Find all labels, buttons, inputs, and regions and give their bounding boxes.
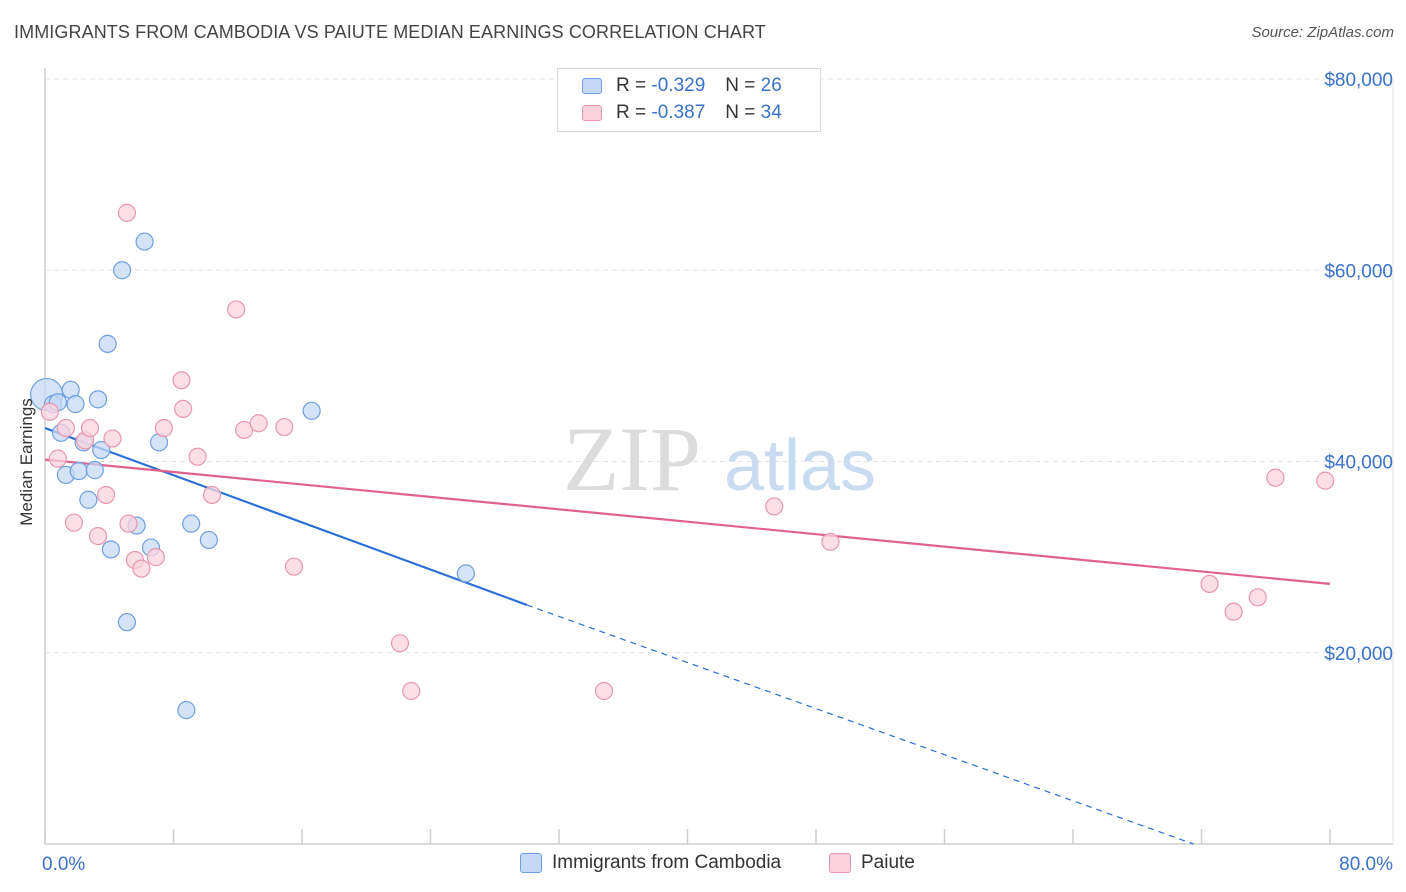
data-point xyxy=(188,447,207,466)
legend-row-cambodia: R = -0.329 N = 26 xyxy=(582,74,782,98)
source-label: Source: ZipAtlas.com xyxy=(1251,24,1394,41)
data-point xyxy=(199,530,218,550)
data-point xyxy=(88,390,108,409)
data-point xyxy=(56,418,75,438)
axes xyxy=(44,68,1393,845)
legend-r-value: -0.329 xyxy=(651,75,706,96)
data-point xyxy=(177,701,196,720)
bottom-legend-cambodia: Immigrants from Cambodia xyxy=(520,852,781,874)
data-point xyxy=(103,429,122,448)
legend-row-paiute: R = -0.387 N = 34 xyxy=(582,101,782,125)
data-point xyxy=(66,395,85,414)
data-point xyxy=(135,232,154,251)
data-point xyxy=(1200,574,1219,594)
y-tick-label: $40,000 xyxy=(1324,453,1393,474)
x-tick-labels: 0.0% 80.0% xyxy=(42,854,1393,875)
legend-swatch-paiute xyxy=(582,105,602,121)
legend-n-label: N = xyxy=(725,75,756,96)
data-point xyxy=(227,300,246,319)
correlation-legend: R = -0.329 N = 26 R = -0.387 N = 34 xyxy=(557,68,821,132)
y-axis-label: Median Earnings xyxy=(17,398,36,526)
data-point xyxy=(64,513,84,532)
data-point xyxy=(275,417,294,437)
data-point xyxy=(96,485,116,505)
data-point xyxy=(119,514,138,533)
legend-n-value: 26 xyxy=(760,75,782,96)
bottom-legend-label: Immigrants from Cambodia xyxy=(552,852,782,873)
data-point xyxy=(456,564,475,583)
data-point xyxy=(402,681,421,701)
data-point xyxy=(1248,588,1267,607)
data-point xyxy=(284,557,304,576)
data-point xyxy=(112,261,132,280)
data-point xyxy=(249,414,268,433)
bottom-legend-swatch-paiute xyxy=(829,853,851,873)
bottom-legend-paiute: Paiute xyxy=(829,852,915,874)
data-point xyxy=(69,461,88,481)
watermark-zip: ZIP xyxy=(563,408,701,510)
data-points xyxy=(30,203,1335,720)
data-point xyxy=(182,514,201,533)
data-point xyxy=(40,402,59,421)
data-point xyxy=(765,497,784,516)
legend-r-label: R = xyxy=(616,102,647,123)
y-tick-labels: $20,000 $40,000 $60,000 $80,000 xyxy=(1324,70,1393,665)
data-point xyxy=(594,681,614,701)
x-tick-label: 80.0% xyxy=(1339,854,1393,875)
watermark-atlas: atlas xyxy=(724,426,876,506)
data-point xyxy=(390,634,410,653)
data-point xyxy=(174,399,193,419)
data-point xyxy=(154,418,173,438)
legend-r-value: -0.387 xyxy=(651,102,706,123)
data-point xyxy=(1224,602,1243,621)
trend-line-extension xyxy=(526,604,1194,845)
data-point xyxy=(117,613,137,632)
data-point xyxy=(172,371,191,390)
data-point xyxy=(92,440,111,460)
legend-swatch-cambodia xyxy=(582,78,602,94)
data-point xyxy=(146,548,165,567)
y-tick-label: $80,000 xyxy=(1324,70,1393,91)
data-point xyxy=(48,449,67,468)
data-point xyxy=(101,540,120,559)
data-point xyxy=(821,532,840,551)
chart-title: IMMIGRANTS FROM CAMBODIA VS PAIUTE MEDIA… xyxy=(14,22,766,42)
x-tick-label: 0.0% xyxy=(42,854,85,875)
data-point xyxy=(88,526,108,546)
data-point xyxy=(302,401,321,420)
legend-n-label: N = xyxy=(725,102,756,123)
data-point xyxy=(202,485,222,505)
trend-lines xyxy=(44,426,1331,845)
data-point xyxy=(79,490,98,509)
legend-r-label: R = xyxy=(616,75,647,96)
y-tick-label: $60,000 xyxy=(1324,261,1393,282)
trend-line xyxy=(44,426,528,606)
data-point xyxy=(1266,468,1285,487)
bottom-legend-label: Paiute xyxy=(861,852,915,873)
trend-line xyxy=(44,458,1331,585)
data-point xyxy=(132,559,151,578)
legend-n-value: 34 xyxy=(760,102,782,123)
grid-lines xyxy=(45,78,1394,844)
bottom-legend-swatch-cambodia xyxy=(520,853,542,873)
data-point xyxy=(80,418,100,438)
data-point xyxy=(98,334,117,353)
data-point xyxy=(117,203,137,222)
data-point xyxy=(1316,471,1335,490)
y-tick-label: $20,000 xyxy=(1324,644,1393,665)
data-point xyxy=(85,461,104,480)
